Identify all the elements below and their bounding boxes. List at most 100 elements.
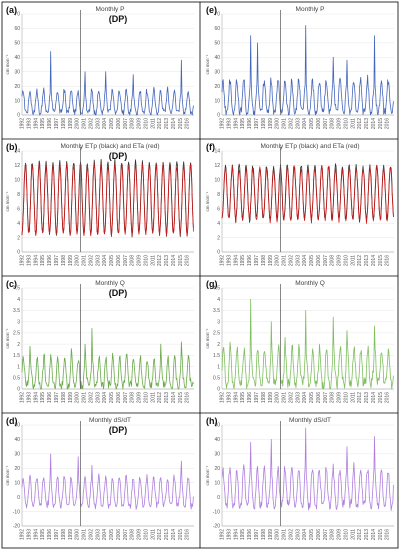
x-tick-label: 2013 xyxy=(364,392,370,403)
series-line-h-0 xyxy=(221,427,394,511)
x-tick-label: 2014 xyxy=(171,118,177,129)
x-tick-label: 2016 xyxy=(185,392,191,403)
x-tick-label: 2007 xyxy=(123,392,129,403)
x-tick-label: 2000 xyxy=(75,255,81,266)
x-tick-label: 1997 xyxy=(254,392,260,403)
x-tick-label: 2013 xyxy=(364,255,370,266)
x-tick-label: 2016 xyxy=(185,529,191,540)
x-tick-label: 2002 xyxy=(88,255,94,266)
x-tick-label: 2014 xyxy=(371,529,377,540)
x-tick-label: 2016 xyxy=(385,529,391,540)
x-tick-label: 2003 xyxy=(295,392,301,403)
x-tick-label: 2009 xyxy=(137,255,143,266)
y-tick-label: 3.5 xyxy=(13,308,20,314)
x-tick-label: 1998 xyxy=(261,392,267,403)
x-tick-label: 2011 xyxy=(150,118,156,129)
x-tick-label: 2007 xyxy=(123,118,129,129)
x-tick-label: 2000 xyxy=(275,529,281,540)
y-tick-label: 10 xyxy=(214,178,220,184)
x-tick-label: 2011 xyxy=(150,392,156,403)
x-tick-label: 2016 xyxy=(185,255,191,266)
panels: (a) Monthly P(DP)cm mon⁻¹0102030405060701… xyxy=(5,5,394,540)
annotation-c: (DP) xyxy=(109,288,128,298)
x-tick-label: 2014 xyxy=(371,255,377,266)
panel-title-h: Monthly dS/dT xyxy=(289,417,331,424)
x-tick-label: 1995 xyxy=(40,529,46,540)
y-axis-label-b: cm mon⁻¹ xyxy=(5,191,10,211)
x-tick-label: 2005 xyxy=(309,529,315,540)
panel-h: (h) Monthly dS/dT cm mon⁻¹ -20 -10 0 10 20 30 40 5… xyxy=(205,416,394,540)
panel-title-a: Monthly P xyxy=(96,6,125,13)
y-tick-label: -10 xyxy=(13,509,20,515)
x-tick-label: 2008 xyxy=(330,118,336,129)
y-tick-label: 30 xyxy=(14,452,20,458)
x-tick-label: 1999 xyxy=(68,529,74,540)
panel-title-g: Monthly Q xyxy=(295,280,325,287)
y-axis-label-e: cm mon⁻¹ xyxy=(205,54,210,74)
x-tick-label: 1993 xyxy=(26,255,32,266)
x-tick-label: 2003 xyxy=(295,529,301,540)
y-tick-label: 10 xyxy=(14,178,20,184)
x-tick-label: 1993 xyxy=(26,118,32,129)
panel-label-g: (g) xyxy=(206,279,218,289)
x-tick-label: 2012 xyxy=(157,255,163,266)
x-tick-label: 1997 xyxy=(254,529,260,540)
x-tick-label: 2002 xyxy=(288,255,294,266)
y-tick-label: 50 xyxy=(14,41,20,47)
x-tick-label: 2010 xyxy=(343,392,349,403)
y-tick-label: 12 xyxy=(14,163,20,169)
y-tick-label: 10 xyxy=(14,98,20,104)
y-tick-label: 10 xyxy=(14,480,20,486)
y-tick-label: 20 xyxy=(14,466,20,472)
x-tick-label: 2012 xyxy=(357,392,363,403)
x-tick-label: 2012 xyxy=(357,255,363,266)
y-tick-label: 3 xyxy=(17,319,20,325)
y-tick-label: 4.5 xyxy=(213,286,220,292)
x-tick-label: 1999 xyxy=(268,392,274,403)
panel-d: (d) Monthly dS/dT(DP) cm mon⁻¹ -20 -10 0 10 20 3… xyxy=(5,416,194,540)
x-tick-label: 1996 xyxy=(47,392,53,403)
x-tick-label: 1992 xyxy=(220,392,226,403)
y-tick-label: 50 xyxy=(14,423,20,429)
x-tick-label: 2002 xyxy=(288,392,294,403)
x-tick-label: 2005 xyxy=(309,255,315,266)
x-tick-label: 2013 xyxy=(364,118,370,129)
x-tick-label: 2013 xyxy=(364,529,370,540)
x-tick-label: 2000 xyxy=(275,118,281,129)
x-tick-label: 2012 xyxy=(157,392,163,403)
x-tick-label: 1995 xyxy=(40,118,46,129)
y-tick-label: 30 xyxy=(14,69,20,75)
x-tick-label: 2005 xyxy=(109,392,115,403)
y-tick-label: 3.5 xyxy=(213,308,220,314)
series-line-a-0 xyxy=(21,51,194,116)
x-tick-label: 1992 xyxy=(220,118,226,129)
x-tick-label: 2000 xyxy=(75,392,81,403)
panel-title-f: Monthly ETp (black) and ETa (red) xyxy=(261,143,360,150)
y-tick-label: 30 xyxy=(214,69,220,75)
x-tick-label: 2004 xyxy=(102,392,108,403)
x-tick-label: 2008 xyxy=(130,529,136,540)
x-tick-label: 2002 xyxy=(88,118,94,129)
x-tick-label: 2016 xyxy=(385,392,391,403)
x-tick-label: 2015 xyxy=(178,118,184,129)
y-tick-label: 2.5 xyxy=(213,331,220,337)
y-tick-label: -10 xyxy=(213,509,220,515)
y-tick-label: 4.5 xyxy=(13,286,20,292)
x-tick-label: 2014 xyxy=(171,392,177,403)
y-tick-label: 0 xyxy=(217,250,220,256)
series-line-e-0 xyxy=(221,25,394,116)
panel-f: (f) Monthly ETp (black) and ETa (red) cm m… xyxy=(205,142,394,266)
y-tick-label: 1.5 xyxy=(213,353,220,359)
x-tick-label: 2004 xyxy=(302,529,308,540)
x-tick-label: 1999 xyxy=(68,392,74,403)
y-tick-label: 30 xyxy=(214,452,220,458)
x-tick-label: 2012 xyxy=(357,529,363,540)
x-tick-label: 2011 xyxy=(350,529,356,540)
y-tick-label: 50 xyxy=(214,41,220,47)
series-line-g-0 xyxy=(221,298,394,390)
x-tick-label: 2010 xyxy=(143,392,149,403)
y-axis-label-h: cm mon⁻¹ xyxy=(205,465,210,485)
x-tick-label: 1996 xyxy=(47,255,53,266)
x-tick-label: 2008 xyxy=(330,392,336,403)
y-axis-label-g: cm mon⁻¹ xyxy=(205,328,210,348)
